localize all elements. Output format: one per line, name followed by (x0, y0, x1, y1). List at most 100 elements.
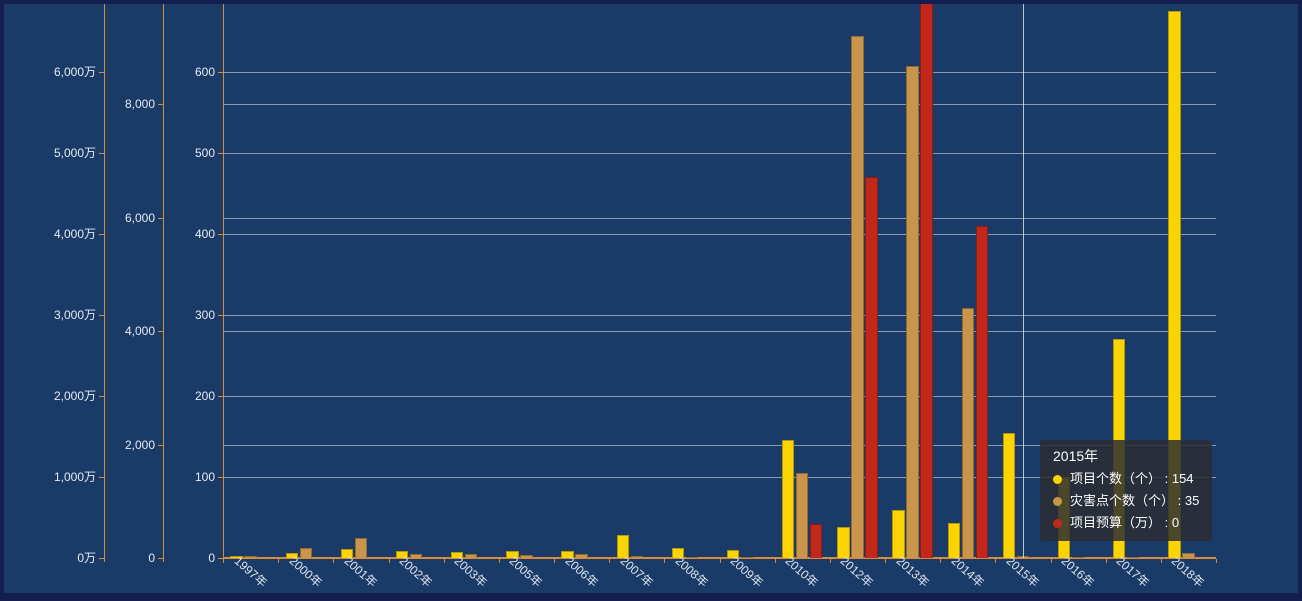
y-axis-label: 5,000万 (53, 146, 96, 160)
y-axis-tick (218, 315, 223, 316)
y-axis-label: 500 (194, 146, 215, 160)
x-axis-tick (223, 559, 224, 563)
x-axis-tick (498, 559, 500, 563)
y-axis-tick (218, 72, 223, 73)
bar[interactable] (1127, 557, 1140, 558)
series-marker-icon (1053, 518, 1062, 528)
tooltip: 2015年 项目个数（个） : 154 灾害点个数（个） : 35 项目预算（万） … (1040, 440, 1213, 541)
y-axis-tick (99, 234, 104, 235)
y-axis-label: 300 (194, 308, 215, 322)
x-axis-tick (554, 559, 555, 563)
bar[interactable] (506, 550, 519, 558)
grid-line (223, 477, 1216, 478)
bar[interactable] (892, 510, 905, 558)
grid-line (223, 217, 1216, 219)
bar[interactable] (726, 549, 740, 558)
bar[interactable] (1002, 433, 1016, 558)
bar[interactable] (340, 549, 354, 558)
x-axis-tick (719, 559, 721, 563)
y-axis-tick (218, 234, 223, 235)
bar[interactable] (395, 550, 409, 558)
y-axis-tick (218, 477, 223, 478)
bar[interactable] (837, 527, 850, 558)
y-axis-line (104, 0, 105, 562)
bar[interactable] (961, 308, 974, 558)
bar[interactable] (947, 523, 960, 558)
bar[interactable] (1168, 11, 1181, 559)
y-axis-tick (158, 558, 163, 559)
bar[interactable] (685, 557, 699, 558)
y-axis-label: 4,000 (124, 324, 155, 338)
bar[interactable] (575, 553, 588, 558)
tooltip-row: 项目个数（个） : 154 (1053, 468, 1199, 490)
x-axis-tick (940, 559, 942, 563)
bar[interactable] (520, 554, 533, 558)
x-axis-tick (664, 559, 666, 563)
bar[interactable] (740, 557, 754, 558)
series-marker-icon (1053, 474, 1062, 484)
bar[interactable] (810, 524, 823, 558)
grid-line (223, 331, 1216, 332)
y-axis-line (223, 0, 224, 562)
y-axis-tick (218, 558, 223, 559)
bar[interactable] (451, 551, 464, 558)
bar[interactable] (299, 547, 312, 558)
bar[interactable] (671, 548, 685, 558)
bar[interactable] (354, 538, 368, 558)
bar[interactable] (465, 553, 478, 558)
y-axis-label: 0 (208, 551, 215, 565)
y-axis-tick (158, 444, 163, 446)
bar[interactable] (782, 439, 795, 558)
bar[interactable] (975, 225, 988, 558)
bar[interactable] (906, 66, 919, 558)
bar[interactable] (1016, 556, 1030, 558)
tooltip-row: 项目预算（万） : 0 (1053, 512, 1199, 534)
tooltip-row-text: 项目个数（个） : 154 (1070, 471, 1194, 486)
y-axis-label: 2,000万 (53, 389, 96, 403)
y-axis-label: 4,000万 (53, 227, 96, 241)
y-axis-label: 2,000 (124, 437, 155, 452)
x-axis-tick (443, 559, 445, 563)
bar[interactable] (230, 556, 243, 558)
grid-line (223, 104, 1216, 105)
x-axis-tick (333, 559, 335, 563)
bar[interactable] (561, 550, 574, 558)
bar[interactable] (1182, 553, 1195, 558)
y-axis-tick (99, 153, 104, 154)
tooltip-row: 灾害点个数（个） : 35 (1053, 490, 1199, 512)
x-axis-tick (388, 559, 390, 563)
y-axis-tick (158, 217, 163, 219)
grid-line (223, 72, 1216, 73)
y-axis-label: 3,000万 (53, 308, 96, 322)
y-axis-tick (99, 477, 104, 478)
bar[interactable] (616, 535, 629, 558)
bar[interactable] (865, 177, 878, 558)
x-axis-line (223, 557, 1216, 559)
bar[interactable] (1071, 557, 1085, 558)
bar[interactable] (409, 554, 423, 558)
x-axis-tick (774, 559, 776, 563)
y-axis-label: 6,000万 (53, 65, 96, 79)
bar[interactable] (244, 556, 257, 558)
grid-line (223, 153, 1216, 154)
x-axis-tick (1216, 559, 1217, 563)
bar[interactable] (851, 35, 864, 558)
bar[interactable] (630, 555, 643, 558)
y-axis-label: 400 (194, 227, 215, 241)
bar[interactable] (796, 472, 809, 558)
x-axis-tick (609, 559, 611, 563)
x-axis-tick (278, 559, 280, 563)
x-axis-tick (885, 559, 886, 563)
y-axis-tick (158, 104, 163, 105)
y-axis-tick (99, 558, 104, 559)
y-axis-tick (158, 331, 163, 332)
y-axis-label: 6,000 (124, 210, 155, 225)
bar[interactable] (285, 553, 298, 558)
x-axis-tick (829, 559, 831, 563)
y-axis-label: 8,000 (124, 97, 155, 111)
tooltip-title: 2015年 (1053, 448, 1099, 464)
